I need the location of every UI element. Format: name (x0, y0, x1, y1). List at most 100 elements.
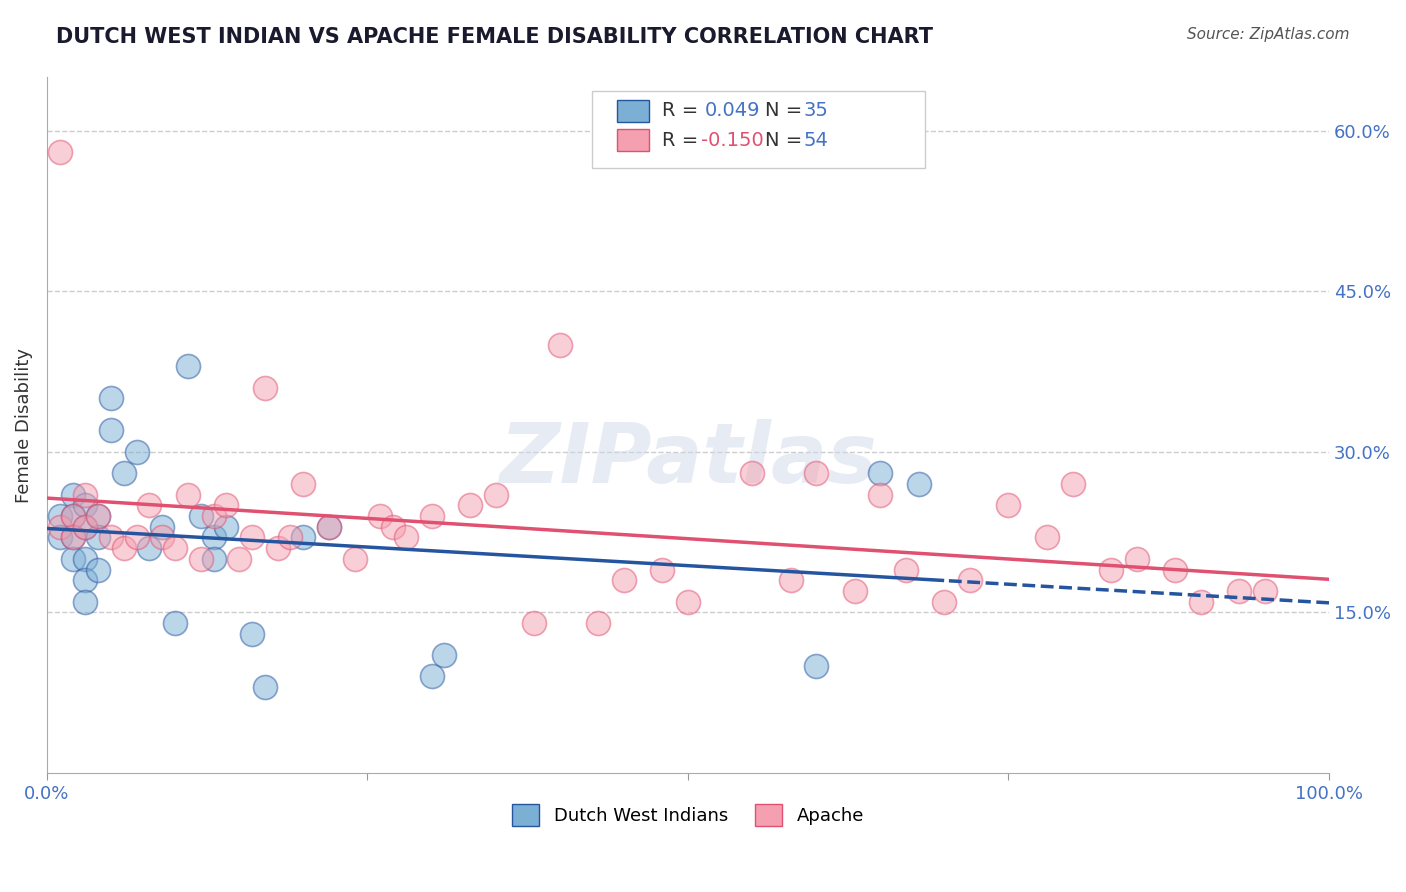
Point (1254, 583, 1277, 598)
Point (87, 508, 110, 523)
Text: 54: 54 (803, 131, 828, 150)
Point (165, 615, 187, 630)
Text: 35: 35 (803, 102, 828, 120)
Point (368, 508, 391, 523)
Point (150, 530, 173, 544)
Point (343, 551, 366, 566)
Text: N =: N = (765, 131, 808, 150)
Point (125, 445, 148, 459)
FancyBboxPatch shape (617, 100, 650, 122)
Point (48, 519, 70, 533)
Point (62, 508, 84, 523)
Point (62, 551, 84, 566)
Point (894, 562, 917, 576)
Point (997, 499, 1019, 513)
Point (869, 467, 891, 481)
Point (458, 499, 481, 513)
Text: Source: ZipAtlas.com: Source: ZipAtlas.com (1187, 27, 1350, 42)
Point (228, 551, 250, 566)
Point (804, 658, 827, 673)
Point (215, 499, 238, 513)
Point (741, 467, 763, 481)
Point (382, 519, 405, 533)
Point (804, 467, 827, 481)
Point (1099, 562, 1122, 576)
Point (202, 508, 225, 523)
Point (190, 508, 212, 523)
Point (75, 519, 97, 533)
Point (613, 573, 636, 587)
Point (75, 594, 97, 608)
FancyBboxPatch shape (592, 91, 925, 168)
Point (869, 488, 891, 502)
Point (934, 594, 956, 608)
Point (138, 499, 160, 513)
Point (75, 551, 97, 566)
Point (62, 488, 84, 502)
Point (75, 573, 97, 587)
Point (1189, 594, 1212, 608)
Point (433, 648, 456, 662)
Point (62, 530, 84, 544)
Point (165, 541, 187, 555)
Point (87, 530, 110, 544)
Point (266, 541, 288, 555)
Point (292, 530, 315, 544)
Point (318, 519, 340, 533)
Y-axis label: Female Disability: Female Disability (15, 348, 32, 502)
Text: 0.049: 0.049 (704, 102, 761, 120)
Point (651, 562, 673, 576)
Point (1164, 562, 1187, 576)
Point (253, 381, 276, 395)
Point (779, 573, 801, 587)
Point (75, 488, 97, 502)
Point (138, 541, 160, 555)
Text: DUTCH WEST INDIAN VS APACHE FEMALE DISABILITY CORRELATION CHART: DUTCH WEST INDIAN VS APACHE FEMALE DISAB… (56, 27, 934, 46)
Point (676, 594, 699, 608)
Point (1125, 551, 1147, 566)
Point (202, 530, 225, 544)
Point (177, 488, 200, 502)
Point (240, 626, 263, 640)
Point (62, 530, 84, 544)
Point (87, 508, 110, 523)
Text: R =: R = (662, 131, 704, 150)
FancyBboxPatch shape (617, 129, 650, 152)
Point (48, 530, 70, 544)
Point (395, 530, 418, 544)
Point (202, 551, 225, 566)
Point (485, 488, 508, 502)
Point (87, 562, 110, 576)
Text: -0.150: -0.150 (700, 131, 763, 150)
Point (100, 424, 122, 438)
Point (523, 615, 546, 630)
Point (177, 359, 200, 374)
Point (190, 551, 212, 566)
Point (150, 519, 173, 533)
Point (844, 583, 866, 598)
Point (75, 519, 97, 533)
Point (112, 541, 135, 555)
Text: N =: N = (765, 102, 808, 120)
Point (48, 508, 70, 523)
Point (112, 467, 135, 481)
Point (100, 392, 122, 406)
Point (907, 477, 929, 491)
Point (1227, 583, 1250, 598)
Point (292, 477, 315, 491)
Text: R =: R = (662, 102, 704, 120)
Point (420, 508, 443, 523)
Point (548, 338, 571, 352)
Text: ZIPatlas: ZIPatlas (499, 419, 877, 500)
Point (125, 530, 148, 544)
Point (215, 519, 238, 533)
Point (1062, 477, 1084, 491)
Point (75, 499, 97, 513)
Point (959, 573, 981, 587)
Point (280, 530, 302, 544)
Point (586, 615, 609, 630)
Point (318, 519, 340, 533)
Point (420, 669, 443, 683)
Point (100, 530, 122, 544)
Point (240, 530, 263, 544)
